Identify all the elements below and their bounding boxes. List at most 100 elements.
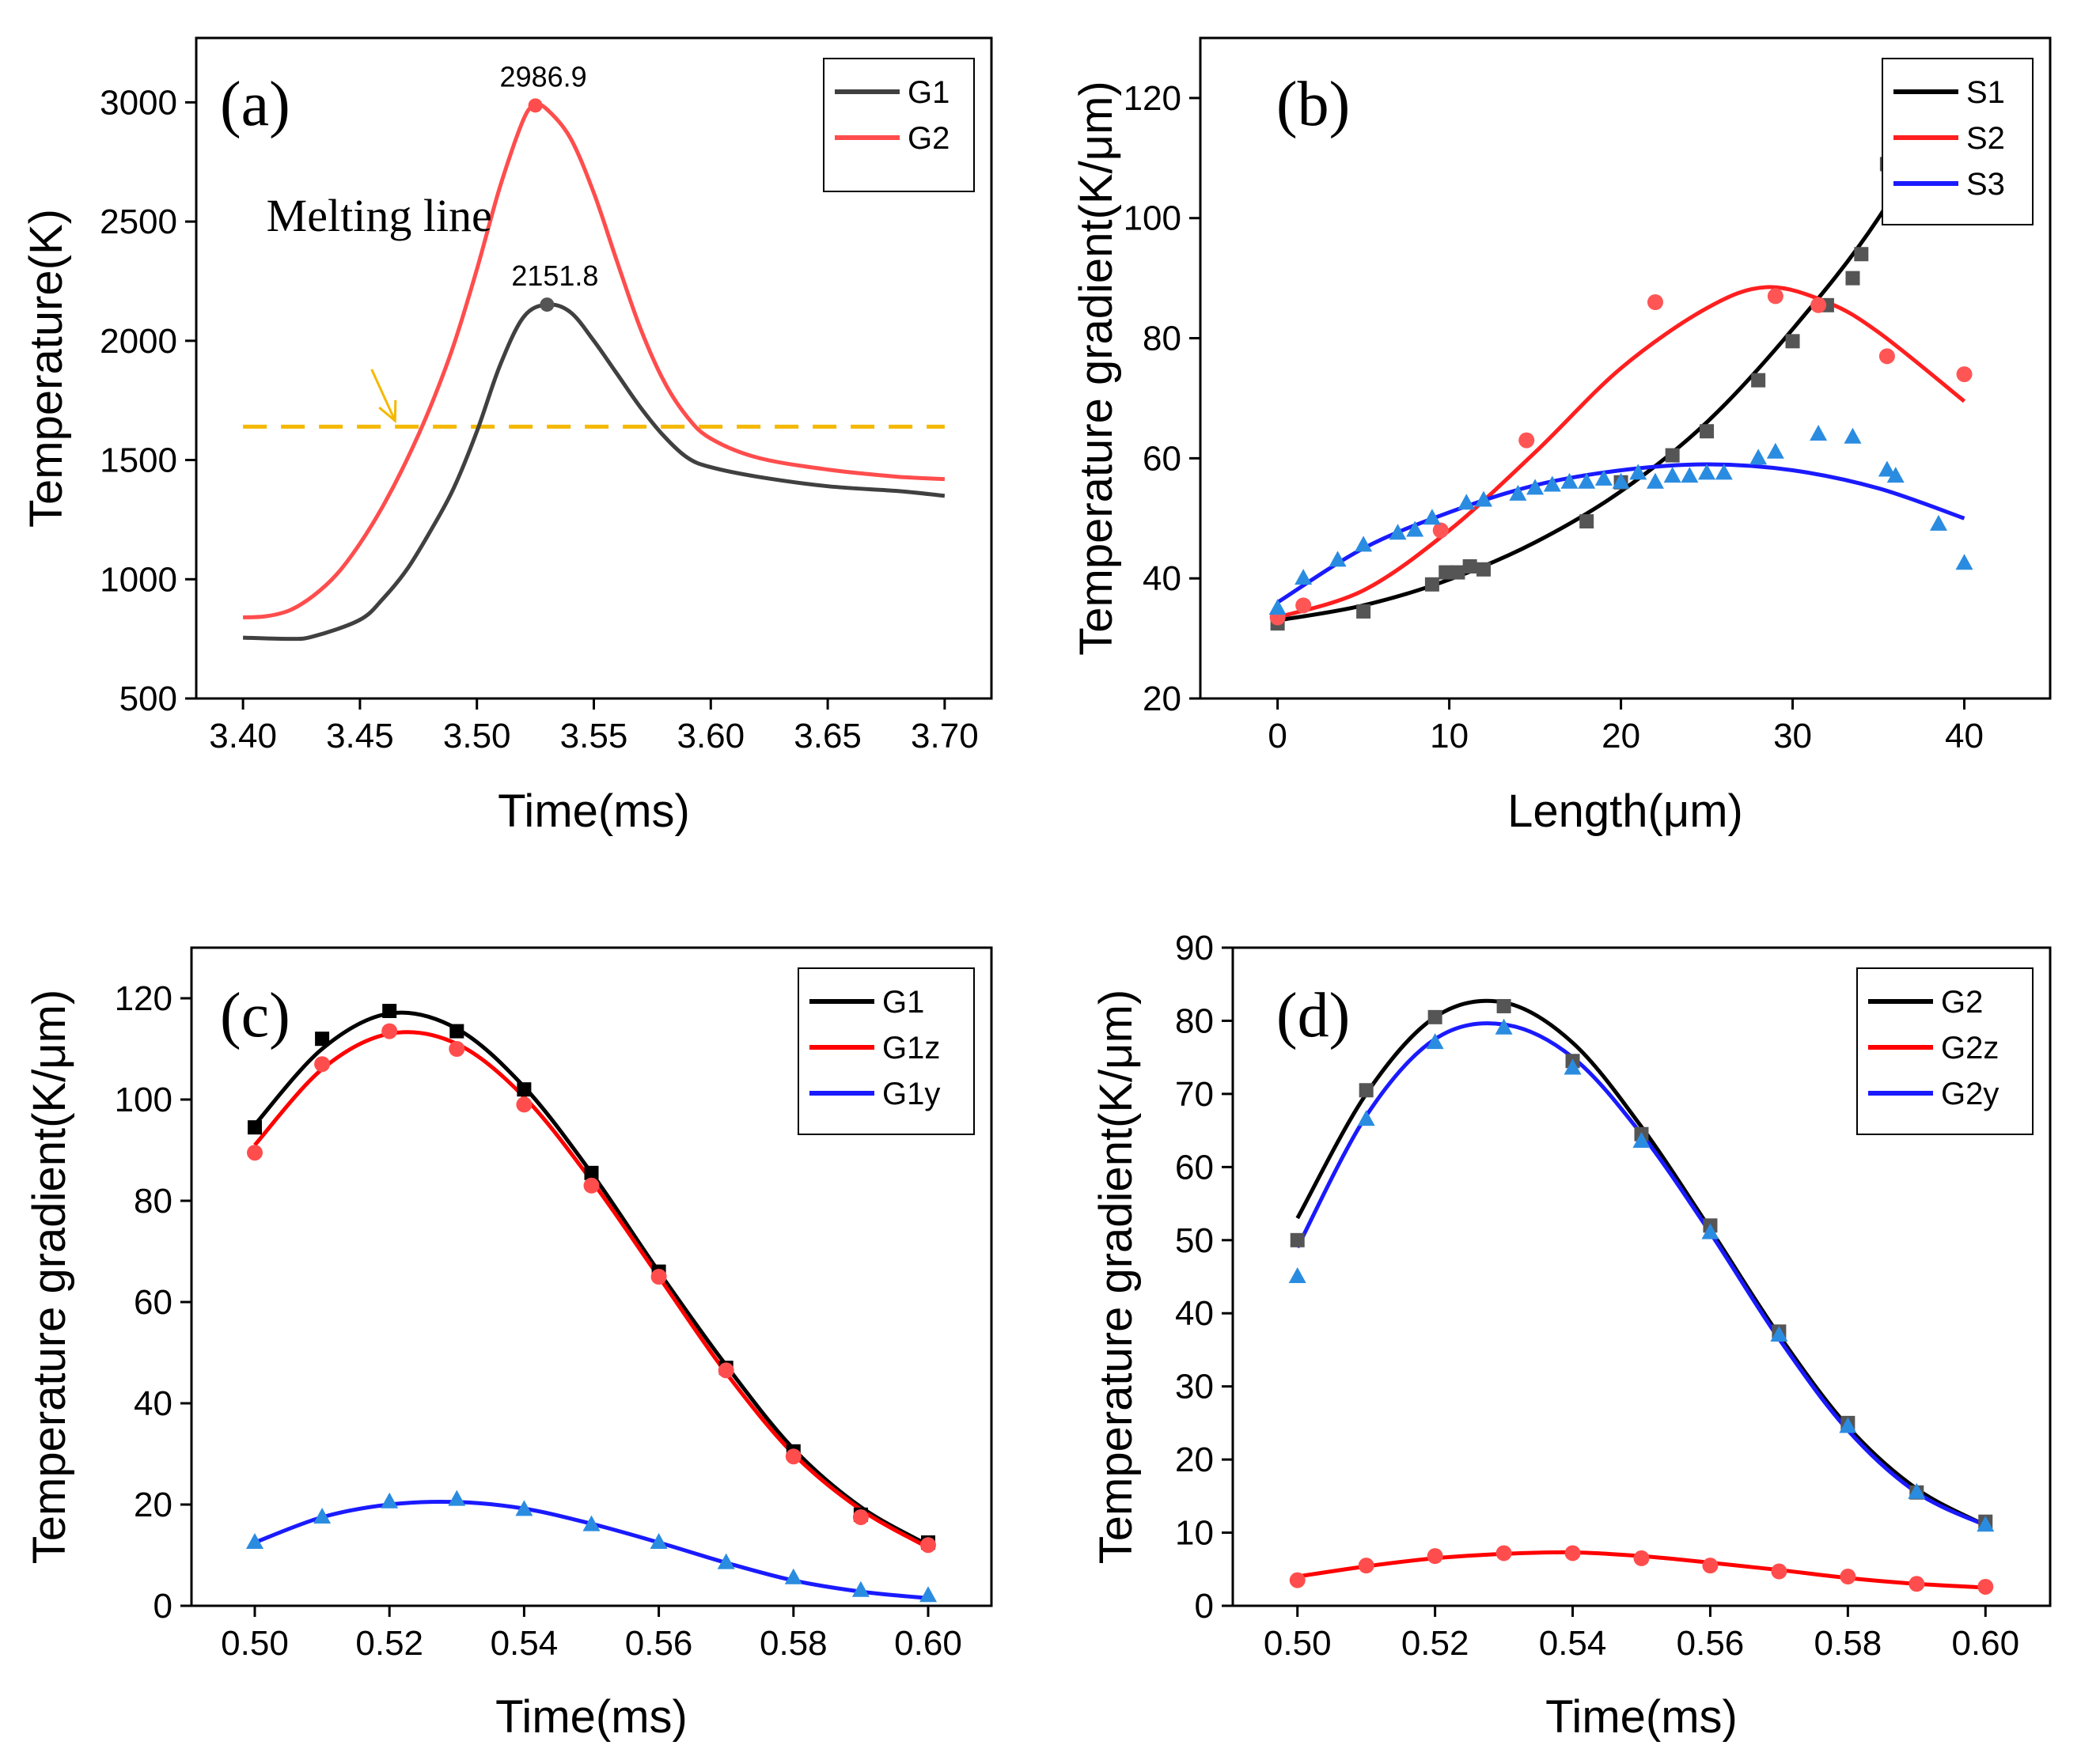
data-point-S3 [1878,460,1896,477]
y-axis-label: Temperature gradient(K/μm) [1071,81,1122,655]
y-tick-label: 60 [134,1283,172,1322]
panel-label: (a) [220,70,290,139]
y-axis-label: Temperature gradient(K/μm) [1090,990,1142,1564]
data-point-G2y [1977,1516,1995,1532]
data-point-G2z [1633,1550,1650,1566]
plot-area [245,1004,938,1603]
data-point-G1y [515,1500,533,1516]
data-point-S3 [1509,484,1527,501]
data-point-S1 [1845,271,1860,286]
data-point-S1 [1450,565,1465,580]
legend-label-G2z: G2z [1941,1031,1999,1066]
data-point-G1y [381,1492,399,1508]
legend-box [823,58,975,192]
x-tick-label: 0 [1268,717,1287,755]
data-point-S3 [1698,464,1716,480]
x-tick-label: 0.60 [1951,1624,2019,1663]
x-tick-label: 0.52 [1401,1624,1469,1663]
y-tick-label: 90 [1175,929,1214,967]
data-point-S2 [1647,294,1663,310]
plot-area [1268,70,1973,631]
y-tick-label: 60 [1175,1148,1214,1187]
legend-box [798,967,975,1135]
panel-b: 0 10 20 30 40 20 40 60 80 100 120 Length(μm) Tempera… [1071,36,2052,837]
data-point-G1y [919,1586,938,1603]
y-tick-label: 40 [1143,559,1181,598]
data-point-S1 [1785,334,1800,349]
y-tick-label: 500 [119,679,177,718]
x-tick-label: 0.50 [221,1624,289,1663]
data-point-G1z [449,1041,465,1057]
data-point-S1 [1751,373,1766,388]
data-point-G2z [1909,1576,1925,1592]
data-point-S2 [1295,597,1312,614]
data-point-S3 [1766,442,1784,459]
y-tick-label: 120 [115,979,172,1018]
legend-label-S2: S2 [1966,121,2005,156]
data-point-S3 [1268,599,1287,615]
data-point-G2y [1426,1033,1444,1050]
panel-a: 3.40 3.45 3.50 3.55 3.60 3.65 3.70 500 1000 1500 2… [21,36,993,837]
y-tick-label: 40 [1175,1294,1214,1333]
data-point-G1z [516,1096,533,1113]
plot-frame [190,946,993,1607]
y-tick-label: 1000 [100,560,177,599]
data-point-S3 [1423,509,1441,525]
data-point-S1 [1700,424,1715,439]
y-tick-label: 0 [1195,1587,1214,1626]
y-tick-label: 70 [1175,1075,1214,1114]
x-tick-label: 20 [1601,717,1640,755]
plot-frame [1199,36,2052,700]
plot-frame [1231,946,2052,1607]
data-point-G2 [1427,1009,1442,1024]
melting-line-annotation: Melting line [267,190,492,241]
y-tick-label: 0 [154,1587,172,1626]
legend-label-G1: G1 [908,75,950,110]
y-axis-label: Temperature gradient(K/μm) [24,990,75,1564]
data-point-G1z [381,1023,398,1039]
data-point-G1 [449,1024,464,1039]
fit-line-S3 [1276,462,1965,604]
legend: S1 S2 S3 [1882,58,2034,225]
data-point-G2z [1840,1569,1856,1585]
data-point-S1 [1356,604,1371,619]
x-tick-label: 3.65 [794,717,862,755]
data-point-G1 [382,1004,397,1018]
x-axis-label: Time(ms) [495,1691,688,1743]
panel-c: 0.50 0.52 0.54 0.56 0.58 0.60 0 20 40 60 80 100 120 T… [24,946,993,1743]
data-point-S3 [1749,449,1768,465]
x-tick-label: 3.70 [911,717,979,755]
x-tick-label: 0.60 [894,1624,962,1663]
x-axis-label: Length(μm) [1507,785,1743,837]
x-tick-label: 3.50 [443,717,511,755]
data-point-G2y [1564,1058,1582,1075]
x-tick-label: 0.50 [1264,1624,1332,1663]
data-point-S3 [1646,472,1664,489]
data-point-S3 [1526,479,1545,495]
y-tick-label: 3000 [100,83,177,122]
data-point-G1 [584,1165,599,1180]
x-tick-label: 3.40 [209,717,277,755]
y-tick-label: 80 [134,1182,172,1221]
data-point-G2z [1289,1572,1306,1588]
data-point-S3 [1389,524,1407,540]
x-axis-label: Time(ms) [498,785,690,837]
legend-label-G1z: G1z [882,1031,940,1066]
data-point-G1y [582,1515,601,1531]
data-point-G2y [1495,1018,1513,1035]
data-point-S2 [1810,297,1827,313]
data-point-G1z [246,1145,263,1161]
annotation-arrow-head [378,399,397,423]
data-point-G2 [1496,998,1511,1013]
x-tick-label: 3.55 [560,717,628,755]
x-tick-label: 0.58 [760,1624,828,1663]
data-point-S2 [1518,432,1535,449]
data-point-G1z [920,1537,937,1554]
data-point-G2 [1359,1083,1374,1098]
fit-line-S1 [1277,70,1966,623]
data-point-G1z [314,1056,331,1073]
peak-label: 2151.8 [511,259,598,292]
data-point-G2y [1701,1223,1719,1240]
x-tick-label: 30 [1773,717,1812,755]
x-tick-label: 0.54 [491,1624,559,1663]
